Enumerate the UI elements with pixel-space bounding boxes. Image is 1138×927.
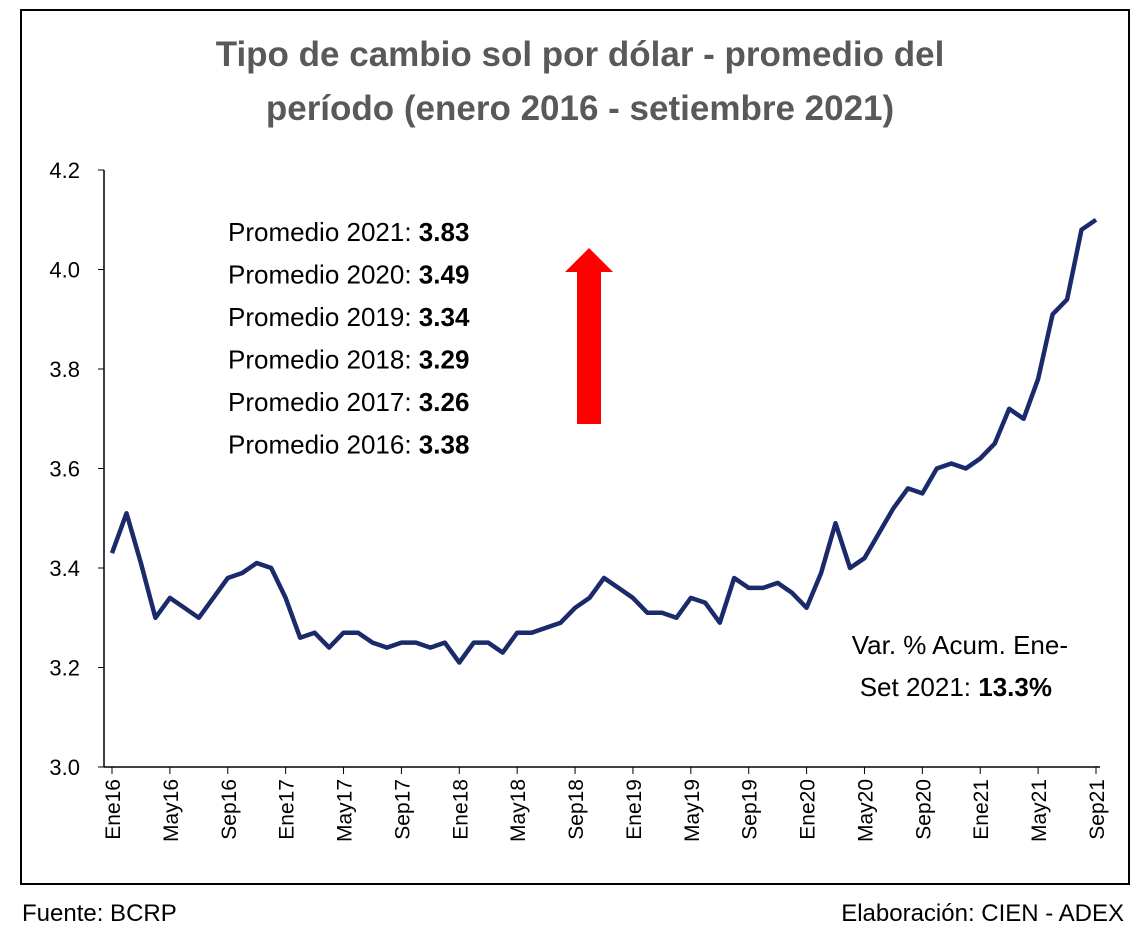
annotation: Promedio 2017: 3.26 — [228, 387, 469, 417]
chart-title: período (enero 2016 - setiembre 2021) — [266, 89, 894, 128]
x-tick-label: Sep20 — [912, 779, 935, 840]
y-tick-label: 4.2 — [49, 158, 80, 183]
y-tick-label: 3.6 — [49, 457, 80, 482]
annotation-label: Promedio 2018: — [228, 345, 412, 375]
x-tick-label: Ene20 — [797, 779, 820, 840]
x-tick-label: Sep21 — [1086, 779, 1109, 840]
x-tick-label: Sep16 — [218, 779, 241, 840]
annotation-value: 3.34 — [419, 302, 470, 332]
x-tick-label: Sep19 — [739, 779, 762, 840]
x-tick-label: Ene21 — [970, 779, 993, 840]
annotation-label: Promedio 2020: — [228, 260, 412, 290]
y-tick-label: 4.0 — [49, 258, 80, 283]
x-tick-label: May16 — [160, 779, 183, 842]
variation-line2: Set 2021: 13.3% — [860, 672, 1052, 702]
footer-credit: Elaboración: CIEN - ADEX — [841, 900, 1124, 927]
x-tick-label: May20 — [854, 779, 877, 842]
annotation-value: 3.29 — [419, 345, 470, 375]
annotation: Promedio 2019: 3.34 — [228, 302, 470, 332]
annotation-label: Promedio 2021: — [228, 217, 412, 247]
annotation-value: 3.49 — [419, 260, 470, 290]
footer-source: Fuente: BCRP — [22, 900, 177, 927]
variation-line1: Var. % Acum. Ene- — [852, 630, 1068, 660]
x-tick-label: Sep17 — [391, 779, 414, 840]
up-arrow — [565, 248, 613, 424]
annotation: Promedio 2021: 3.83 — [228, 217, 469, 247]
data-line — [109, 217, 1098, 665]
x-tick-label: Ene19 — [623, 779, 646, 840]
x-tick-label: May17 — [334, 779, 357, 842]
y-tick-label: 3.4 — [49, 556, 80, 581]
x-tick-label: May18 — [507, 779, 530, 842]
annotation: Promedio 2018: 3.29 — [228, 345, 469, 375]
annotation: Promedio 2016: 3.38 — [228, 430, 469, 460]
variation-value: 13.3% — [978, 672, 1052, 702]
annotation-value: 3.26 — [419, 387, 470, 417]
x-tick-label: Ene18 — [449, 779, 472, 840]
y-tick-label: 3.0 — [49, 755, 80, 780]
annotation-value: 3.83 — [419, 217, 470, 247]
annotation-label: Promedio 2017: — [228, 387, 412, 417]
x-tick-label: May21 — [1028, 779, 1051, 842]
chart-frame — [20, 9, 1130, 885]
variation-label: Set 2021: — [860, 672, 971, 702]
annotation-label: Promedio 2016: — [228, 430, 412, 460]
y-tick-label: 3.2 — [49, 656, 80, 681]
x-tick-label: Sep18 — [565, 779, 588, 840]
annotation: Promedio 2020: 3.49 — [228, 260, 469, 290]
x-tick-label: Ene16 — [102, 779, 125, 840]
annotation-label: Promedio 2019: — [228, 302, 412, 332]
chart-title: Tipo de cambio sol por dólar - promedio … — [216, 35, 945, 74]
x-tick-label: Ene17 — [276, 779, 299, 840]
y-tick-label: 3.8 — [49, 357, 80, 382]
x-tick-label: May19 — [681, 779, 704, 842]
annotation-value: 3.38 — [419, 430, 470, 460]
